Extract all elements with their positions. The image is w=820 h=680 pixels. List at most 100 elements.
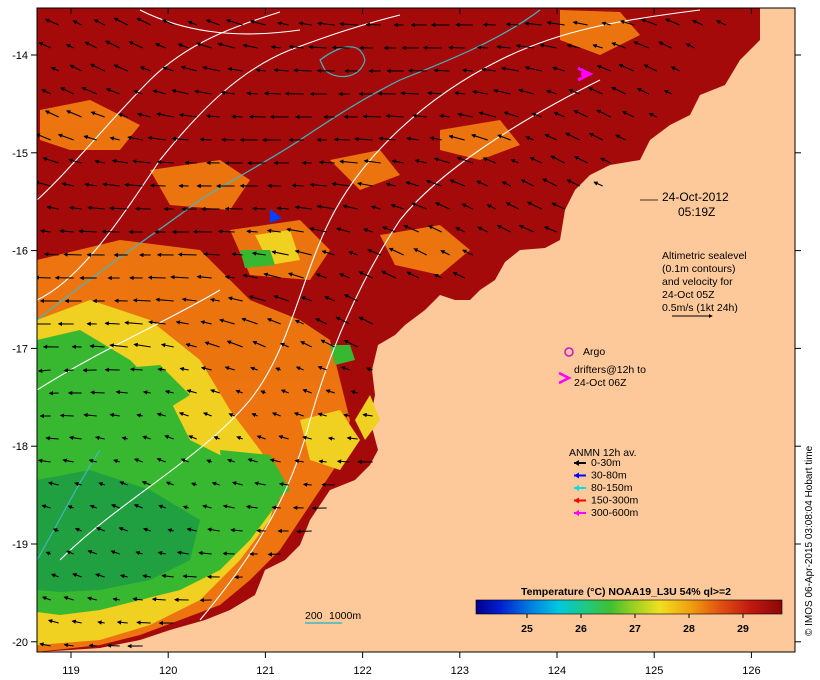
velocity-arrow — [142, 435, 151, 440]
velocity-arrow — [618, 63, 634, 72]
velocity-arrow — [72, 572, 82, 578]
velocity-arrow — [207, 527, 220, 532]
velocity-arrow — [315, 273, 327, 279]
velocity-arrow — [496, 44, 511, 50]
velocity-arrow — [269, 458, 281, 463]
velocity-arrow — [111, 504, 120, 509]
velocity-arrow — [325, 389, 335, 394]
velocity-arrow — [148, 320, 166, 325]
velocity-arrow — [251, 251, 266, 256]
argo-symbol — [564, 347, 574, 357]
velocity-arrow — [316, 21, 335, 26]
altimetry-line4: 24-Oct 05Z — [662, 289, 715, 301]
velocity-arrow — [97, 620, 105, 625]
altimetry-contours — [37, 9, 701, 621]
colorbar — [475, 599, 783, 615]
velocity-arrow — [66, 110, 82, 118]
y-tick-label: -16 — [12, 246, 28, 258]
velocity-arrow — [47, 481, 59, 486]
velocity-arrow — [413, 248, 427, 256]
velocity-arrow — [296, 529, 312, 534]
velocity-arrow — [414, 158, 427, 164]
velocity-arrow — [295, 366, 304, 371]
plot-frame — [36, 7, 796, 653]
velocity-arrow — [204, 341, 220, 348]
velocity-arrow — [254, 481, 266, 486]
velocity-arrow — [643, 64, 657, 72]
velocity-arrow — [596, 64, 611, 72]
velocity-arrow — [147, 135, 166, 141]
altimetry-line1: Altimetric sealevel — [662, 250, 747, 262]
velocity-arrow — [155, 297, 174, 302]
velocity-arrow — [132, 597, 143, 602]
velocity-arrow — [61, 182, 74, 187]
velocity-arrow — [611, 42, 626, 49]
velocity-arrow — [127, 135, 143, 141]
velocity-arrow — [63, 368, 74, 373]
velocity-arrow — [95, 573, 105, 578]
velocity-arrow — [164, 434, 174, 440]
velocity-arrow — [716, 20, 726, 26]
velocity-arrow — [205, 113, 220, 119]
velocity-arrow — [308, 44, 327, 50]
drifters-line1: drifters@12h to — [574, 364, 646, 376]
anmn-item-arrowhead — [574, 472, 579, 479]
velocity-arrow — [111, 158, 128, 164]
velocity-arrow — [42, 156, 59, 164]
velocity-arrow — [566, 43, 580, 49]
velocity-arrow — [501, 181, 511, 187]
altimetry-line2: (0.1m contours) — [662, 263, 736, 275]
velocity-arrow — [300, 341, 312, 348]
velocity-arrow — [213, 436, 220, 441]
anmn-item-arrowhead — [574, 485, 579, 491]
altimetry-annotation: Altimetric sealevel (0.1m contours) and … — [662, 250, 747, 318]
velocity-arrow — [648, 112, 657, 118]
velocity-arrow — [171, 88, 189, 95]
velocity-arrow — [615, 134, 626, 141]
anmn-item-arrowhead — [574, 460, 579, 466]
velocity-arrow — [309, 182, 327, 188]
velocity-arrow — [317, 365, 327, 371]
velocity-arrow — [71, 619, 82, 624]
velocity-arrow — [142, 574, 151, 579]
velocity-arrow — [448, 134, 465, 141]
velocity-arrow — [52, 528, 59, 533]
velocity-arrow — [84, 41, 97, 49]
velocity-arrow — [136, 112, 151, 118]
velocity-arrow — [224, 366, 235, 371]
velocity-arrow — [255, 68, 266, 73]
velocity-arrow — [81, 87, 97, 95]
velocity-arrow — [156, 112, 174, 118]
y-tick-label: -17 — [12, 343, 28, 355]
velocity-arrow — [471, 89, 488, 95]
y-tick-label: -20 — [12, 637, 28, 649]
velocity-arrow — [178, 412, 189, 417]
anmn-item-arrowhead — [574, 510, 579, 516]
velocity-arrow — [171, 136, 189, 141]
velocity-arrow — [37, 180, 51, 187]
x-tick-label: 124 — [548, 665, 566, 677]
velocity-arrow — [293, 68, 312, 73]
velocity-arrow — [116, 620, 128, 625]
velocity-arrow — [247, 458, 258, 463]
velocity-arrow — [302, 435, 312, 440]
velocity-arrow — [109, 412, 120, 418]
velocity-arrow — [157, 367, 166, 372]
velocity-arrow — [462, 249, 473, 256]
velocity-arrow — [294, 249, 312, 256]
velocity-arrow — [343, 413, 350, 418]
velocity-arrow — [202, 412, 212, 417]
velocity-arrow — [160, 343, 174, 348]
velocity-arrow — [179, 366, 189, 372]
velocity-arrow — [336, 227, 350, 233]
velocity-arrow — [191, 482, 197, 487]
y-tick-label: -15 — [12, 148, 28, 160]
velocity-arrow — [245, 504, 258, 510]
velocity-arrow — [59, 228, 74, 234]
velocity-arrow — [411, 202, 427, 210]
velocity-arrow — [294, 205, 312, 210]
velocity-arrow — [670, 66, 680, 72]
velocity-arrow — [68, 435, 82, 440]
velocity-arrow — [524, 21, 542, 26]
velocity-arrow — [518, 88, 534, 95]
